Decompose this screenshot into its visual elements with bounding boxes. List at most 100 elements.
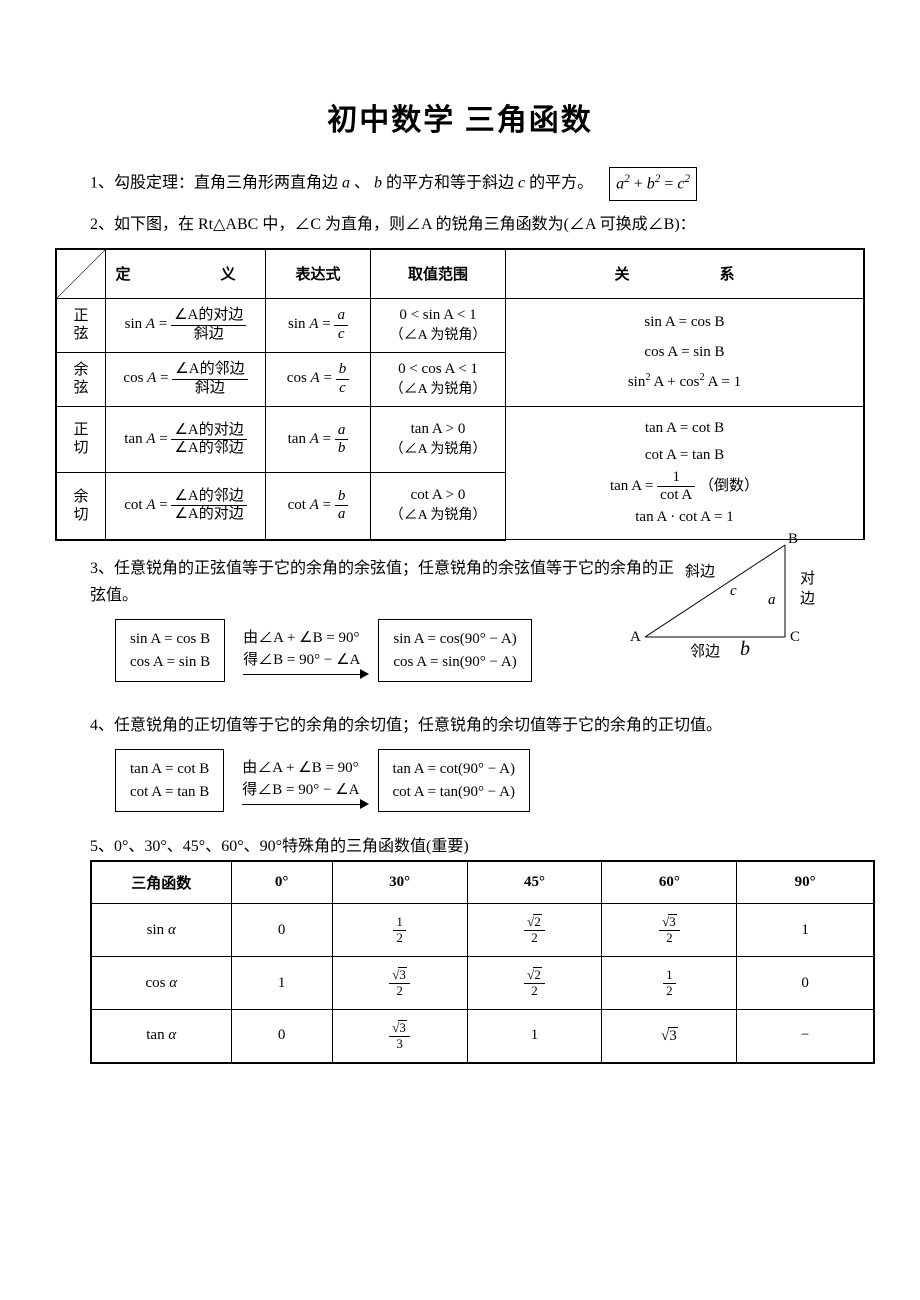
s4-b2-l2: cot A = tan(90° − A) [393,784,516,800]
vals-cell-2-2: 1 [467,1010,602,1063]
th-relation: 关 系 [506,249,865,299]
s3-b2-l1: sin A = cos(90° − A) [393,631,516,647]
sin-r2: （∠A 为锐角） [390,328,487,343]
section-1: 1、勾股定理：直角三角形两直角边 a 、 b 的平方和等于斜边 c 的平方。 a… [90,167,865,201]
s4-a-l1: 由∠A + ∠B = 90° [242,760,358,776]
tan-ef: tan [288,431,306,447]
rel1-p: sin [628,374,646,390]
sin-e-num: a [334,307,348,325]
rel1-l1: sin A = cos B [644,314,724,330]
s1-a: a [342,174,350,191]
th-definition: 定 义 [106,249,266,299]
cos-r1: 0 < cos A < 1 [398,361,478,377]
label-a: a [768,592,776,609]
cos-num: ∠A的邻边 [172,361,247,379]
s4-box1: tan A = cot B cot A = tan B [115,749,224,812]
tan-n1: 正 [73,422,88,438]
section-5-header: 5、0°、30°、45°、60°、90°特殊角的三角函数值(重要) [90,832,865,856]
label-opp2: 边 [800,587,815,608]
vals-label-1: cos α [91,957,231,1010]
section-2-intro: 2、如下图，在 Rt△ABC 中，∠C 为直角，则∠A 的锐角三角函数为(∠A … [90,211,865,238]
s1-b: b [374,174,382,191]
s3-box2: sin A = cos(90° − A) cos A = sin(90° − A… [378,619,531,682]
cot-den: ∠A的对边 [171,506,246,523]
s4-b1-l1: tan A = cot B [130,761,209,777]
cot-eden: a [335,506,349,523]
s3-b2-l2: cos A = sin(90° − A) [393,654,516,670]
sin-def-f: sin [125,317,143,333]
s3-a-l1: 由∠A + ∠B = 90° [243,630,359,646]
cos-df: cos [123,371,143,387]
label-b: b [740,638,750,661]
vals-body: sin α012√22√321cos α1√32√22120tan α0√331… [91,904,874,1063]
row-sin: 正弦 sin A = ∠A的对边斜边 sin A = ac 0 < sin A … [56,298,864,352]
vals-cell-0-1: 12 [332,904,467,957]
vals-header-row: 三角函数0°30°45°60°90° [91,861,874,904]
tan-r1: tan A > 0 [411,421,466,437]
vals-cell-0-0: 0 [231,904,332,957]
trig-definition-table: 定 义 表达式 取值范围 关 系 正弦 sin A = ∠A的对边斜边 sin … [55,248,865,541]
s3-b1-l2: cos A = sin B [130,654,210,670]
cot-n1: 余 [73,489,88,505]
sq: 2 [624,173,630,185]
rel2-note: （倒数） [699,478,759,494]
vals-th-3: 45° [467,861,602,904]
sin-n2: 弦 [73,326,88,342]
cos-enum: b [336,361,350,379]
tan-r2: （∠A 为锐角） [390,442,487,457]
cot-ev: A [310,497,319,513]
vals-cell-2-0: 0 [231,1010,332,1063]
vals-cell-0-2: √22 [467,904,602,957]
s4-b1-l2: cot A = tan B [130,784,209,800]
f-a: a [616,175,624,192]
cos-dv: A [147,371,156,387]
vals-th-0: 三角函数 [91,861,231,904]
rel2-l1: tan A = cot B [645,420,724,436]
vals-th-5: 90° [737,861,874,904]
vals-cell-2-3: √3 [602,1010,737,1063]
sin-eq: = [159,317,171,333]
page-title: 初中数学 三角函数 [55,95,865,139]
cot-r2: （∠A 为锐角） [390,508,487,523]
vals-cell-1-2: √22 [467,957,602,1010]
vals-cell-2-4: − [737,1010,874,1063]
cos-eden: c [336,380,350,397]
s3-a-l2: 得∠B = 90° − ∠A [243,652,360,668]
tan-num: ∠A的对边 [171,422,246,440]
f-plus: + [634,175,647,192]
rel2-l4: tan A · cot A = 1 [635,509,733,525]
tan-n2: 切 [73,440,88,456]
rel2-den: cot A [657,487,695,504]
f-eq: = [664,175,677,192]
f-b: b [647,175,655,192]
cos-r2: （∠A 为锐角） [390,382,487,397]
vertex-C: C [790,629,800,646]
s3-b1-l1: sin A = cos B [130,631,210,647]
vals-row-2: tan α0√331√3− [91,1010,874,1063]
s1-text: 1、勾股定理：直角三角形两直角边 [90,174,338,191]
special-angles-table: 三角函数0°30°45°60°90° sin α012√22√321cos α 1… [90,860,875,1064]
rel2-lhs: tan A = [610,478,657,494]
vals-row-0: sin α012√22√321 [91,904,874,957]
vertex-B: B [788,531,798,548]
th-range: 取值范围 [371,249,506,299]
rel2-l2: cot A = tan B [645,447,724,463]
vertex-A: A [630,629,641,646]
section-3-text: 3、任意锐角的正弦值等于它的余角的余弦值；任意锐角的余弦值等于它的余角的正弦值。 [90,555,675,609]
sin-den: 斜边 [171,326,246,343]
rel1-m: A + cos [651,374,700,390]
s4-b2-l1: tan A = cot(90° − A) [393,761,516,777]
rel1-l2: cos A = sin B [644,344,724,360]
label-opp1: 对 [800,567,815,588]
s3-arrow: 由∠A + ∠B = 90° 得∠B = 90° − ∠A [243,627,360,675]
sin-e-f: sin [288,317,306,333]
s3-box1: sin A = cos B cos A = sin B [115,619,225,682]
s1-mid: 的平方和等于斜边 [386,174,518,191]
row-tan: 正切 tan A = ∠A的对边∠A的邻边 tan A = ab tan A >… [56,406,864,472]
sin-r1: 0 < sin A < 1 [399,307,476,323]
section-4-text: 4、任意锐角的正切值等于它的余角的余切值；任意锐角的余切值等于它的余角的正切值。 [90,712,865,739]
tan-den: ∠A的邻边 [171,440,246,457]
tan-ev: A [310,431,319,447]
s1-sep: 、 [354,174,370,191]
rel1-e: A = 1 [705,374,741,390]
